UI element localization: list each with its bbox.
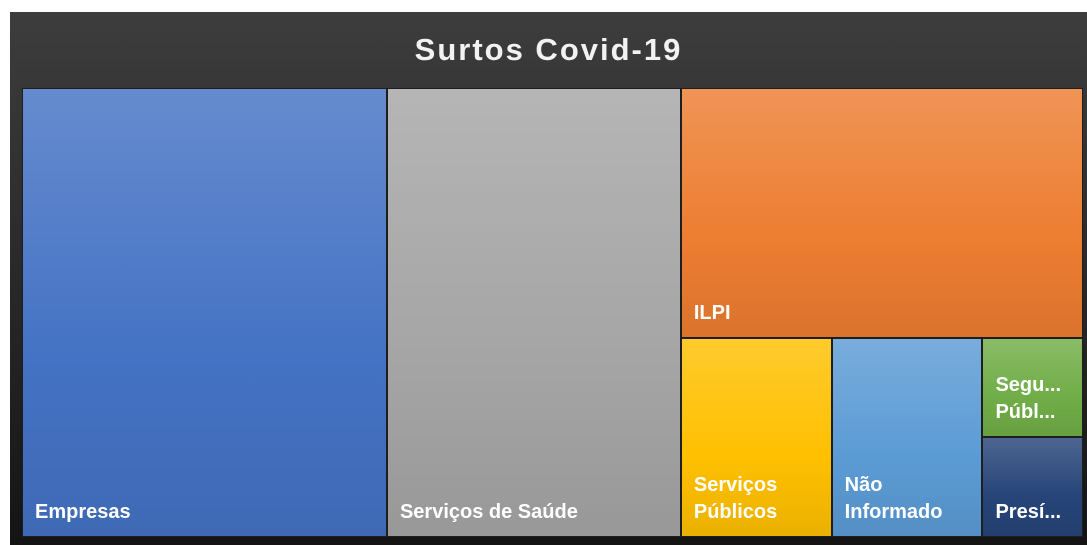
tile: ILPI [680,88,1083,338]
tile-label: Serviços de Saúde [399,501,578,523]
chart: Surtos Covid-19 Empresas Serviços de Saúd… [10,12,1087,545]
tile-label: Serviços Públicos [693,473,778,523]
tile: Segu... Públ... [982,337,1083,438]
tile-label: ILPI [693,301,731,324]
tile-label: Empresas [35,501,131,523]
chart-title: Surtos Covid-19 [414,32,683,67]
tile: Serviços de Saúde [386,88,681,537]
tile-label: Presí... [995,500,1062,523]
tile-label: Não Informado [844,473,943,523]
tile: Não Informado [831,337,983,537]
tile: Serviços Públicos [680,337,832,537]
tile: Empresas [22,88,387,537]
tile: Presí... [982,437,1083,537]
tile-label: Segu... Públ... [995,374,1062,424]
plot-area: Empresas Serviços de Saúde ILPI Serviços Pú… [22,88,1083,537]
